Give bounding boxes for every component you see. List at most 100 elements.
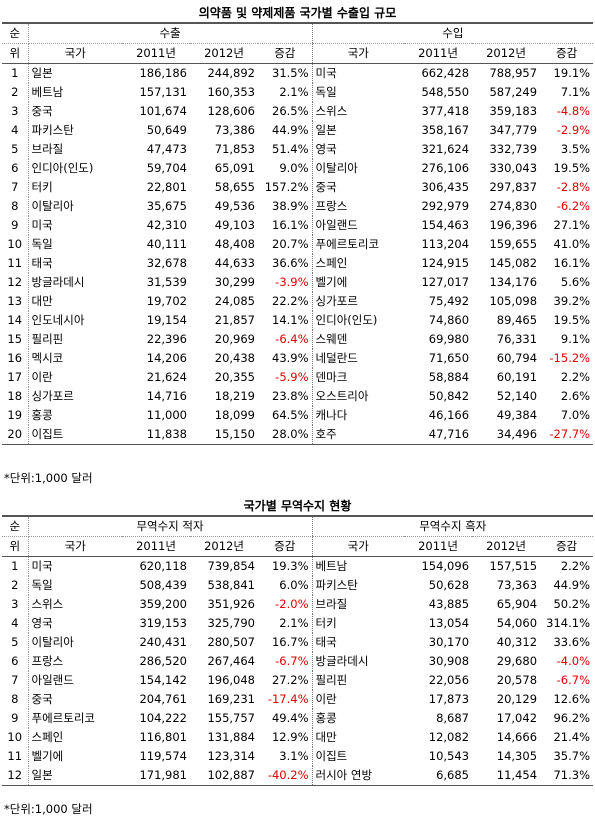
value-cell: 9.1%	[560, 332, 591, 346]
value-cell: -4.8%	[556, 104, 591, 118]
value-cell: 22,801	[146, 180, 187, 194]
table-row: 2 독일 508,439 538,841 6.0% 파키스탄 50,628 73,363 44.…	[2, 576, 593, 595]
value-cell: 12,082	[428, 730, 470, 744]
value-cell: 104,222	[139, 711, 187, 725]
table-row: 7 아일랜드 154,142 196,048 27.2% 필리핀 22,056 20,578 -…	[2, 671, 593, 690]
value-cell: 154,096	[421, 559, 470, 573]
value-cell: 49.4%	[271, 711, 309, 725]
table-header: 순 수출 수입 위 국가 2011년 2012년 증감 국가 2011년 2012년 증감	[2, 22, 594, 64]
value-cell: 204,761	[139, 692, 187, 706]
column-label: 국가	[28, 43, 122, 64]
table-row: 20 이집트 11,838 15,150 28.0% 호주 47,716 34,496 -27.…	[2, 425, 594, 445]
table-row: 6 인디아(인도) 59,704 65,091 9.0% 이탈리아 276,106 330,0…	[2, 159, 593, 178]
value-cell: 39.2%	[553, 294, 591, 308]
rank-cell: 20	[2, 425, 29, 445]
value-cell: 196,048	[207, 673, 255, 687]
value-cell: 38.9%	[272, 199, 309, 213]
value-cell: 6,685	[404, 766, 473, 786]
country-cell: 독일	[31, 578, 53, 592]
table-row: 15 필리핀 22,396 20,969 -6.4% 스웨덴 69,980 76,331 9.1…	[2, 330, 593, 349]
value-cell: 19.1%	[553, 66, 591, 80]
table-row: 4 파키스탄 50,649 73,386 44.9% 일본 358,167 347,779 -2…	[2, 121, 593, 140]
country-cell: 벨기에	[31, 749, 64, 763]
value-cell: 71.3%	[540, 766, 594, 786]
table-row: 3 스위스 359,200 351,926 -2.0% 브라질 43,885 65,904 50…	[2, 595, 593, 614]
value-cell: 12.6%	[553, 692, 591, 706]
value-cell: 20,129	[496, 692, 538, 706]
value-cell: 12.9%	[271, 730, 309, 744]
value-cell: 40,111	[146, 237, 187, 251]
column-label: 증감	[540, 43, 594, 64]
country-cell: 파키스탄	[31, 123, 74, 137]
value-cell: 101,674	[139, 104, 187, 118]
value-cell: 50,842	[428, 389, 470, 403]
country-cell: 이탈리아	[31, 199, 74, 213]
value-cell: 15,150	[190, 425, 258, 445]
value-cell: 27.1%	[553, 218, 591, 232]
value-cell: 75,492	[428, 294, 470, 308]
value-cell: 662,428	[421, 66, 470, 80]
value-cell: 40,312	[496, 635, 538, 649]
value-cell: 119,574	[139, 749, 187, 763]
country-cell: 방글라데시	[31, 275, 85, 289]
table-row: 8 이탈리아 35,675 49,536 38.9% 프랑스 292,979 274,830 -…	[2, 197, 593, 216]
country-cell: 미국	[311, 63, 405, 83]
value-cell: 154,142	[139, 673, 187, 687]
table-row: 10 독일 40,111 48,408 20.7% 푸에르토리코 113,204 159,65…	[2, 235, 593, 254]
value-cell: 267,464	[207, 654, 255, 668]
value-cell: 2.2%	[560, 559, 591, 573]
value-cell: -2.8%	[556, 180, 591, 194]
table-row: 19 홍콩 11,000 18,099 64.5% 캐나다 46,166 49,384 7.0%	[2, 406, 593, 425]
value-cell: 36.6%	[272, 256, 309, 270]
value-cell: 19,702	[146, 294, 187, 308]
value-cell: 3.1%	[279, 749, 309, 763]
country-cell: 스웨덴	[311, 330, 405, 349]
value-cell: 20,438	[214, 351, 255, 365]
value-cell: 3.5%	[560, 142, 591, 156]
country-cell: 프랑스	[31, 654, 64, 668]
value-cell: 154,463	[421, 218, 470, 232]
value-cell: 44.9%	[553, 578, 591, 592]
value-cell: 47,473	[146, 142, 187, 156]
country-cell: 필리핀	[31, 332, 64, 346]
country-cell: 미국	[31, 218, 53, 232]
value-cell: 47,716	[404, 425, 473, 445]
value-cell: -2.0%	[275, 597, 309, 611]
table-row: 6 프랑스 286,520 267,464 -6.7% 방글라데시 30,908 29,680…	[2, 652, 593, 671]
country-cell: 스페인	[31, 730, 64, 744]
value-cell: 160,353	[207, 85, 255, 99]
value-cell: -6.7%	[556, 673, 591, 687]
group-label: 수입	[311, 22, 594, 44]
table-body: 1 미국 620,118 739,854 19.3% 베트남 154,096 157,515 2…	[2, 556, 594, 786]
value-cell: 19.3%	[271, 559, 309, 573]
value-cell: 358,167	[421, 123, 470, 137]
table-body: 1 일본 186,186 244,892 31.5% 미국 662,428 788,957 19…	[2, 63, 594, 445]
value-cell: 319,153	[139, 616, 187, 630]
value-cell: 276,106	[421, 161, 470, 175]
value-cell: 587,249	[489, 85, 538, 99]
value-cell: -27.7%	[540, 425, 594, 445]
footnote: *단위:1,000 달러	[4, 471, 93, 485]
value-cell: 60,794	[496, 351, 538, 365]
rank-cell: 3	[2, 102, 29, 121]
value-cell: 21,624	[146, 370, 187, 384]
value-cell: 50,628	[428, 578, 470, 592]
column-label: 2012년	[472, 536, 541, 557]
country-cell: 인디아(인도)	[31, 161, 94, 175]
country-cell: 영국	[311, 140, 405, 159]
country-cell: 일본	[31, 66, 53, 80]
rank-cell: 14	[2, 311, 29, 330]
value-cell: 13,054	[428, 616, 470, 630]
value-cell: 21,857	[214, 313, 255, 327]
rank-cell: 4	[2, 121, 29, 140]
value-cell: 14,716	[146, 389, 187, 403]
value-cell: 74,860	[428, 313, 470, 327]
value-cell: 18,099	[214, 408, 255, 422]
value-cell: 739,854	[207, 559, 255, 573]
country-cell: 이란	[31, 370, 53, 384]
value-cell: 332,739	[489, 142, 538, 156]
value-cell: 19.5%	[553, 313, 591, 327]
country-cell: 대만	[31, 294, 53, 308]
value-cell: -5.9%	[275, 370, 309, 384]
value-cell: 538,841	[207, 578, 255, 592]
